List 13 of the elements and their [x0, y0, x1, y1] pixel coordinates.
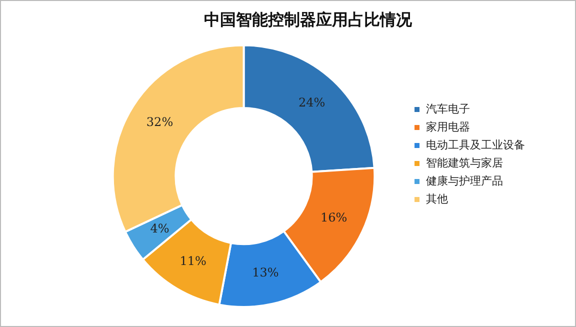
data-label: 4% [150, 222, 170, 236]
legend-label: 其他 [426, 192, 448, 206]
legend-label: 健康与护理产品 [426, 174, 503, 188]
data-label: 32% [146, 114, 174, 129]
data-label: 13% [252, 265, 279, 280]
legend-label: 家用电器 [426, 120, 470, 134]
legend-label: 汽车电子 [426, 102, 470, 116]
data-label: 16% [320, 210, 348, 225]
data-label: 24% [298, 96, 326, 110]
data-label: 11% [180, 254, 206, 268]
legend-label: 电动工具及工业设备 [426, 138, 525, 152]
legend-label: 智能建筑与家居 [426, 156, 503, 170]
chart-title: 中国智能控制器应用占比情况 [204, 10, 413, 29]
